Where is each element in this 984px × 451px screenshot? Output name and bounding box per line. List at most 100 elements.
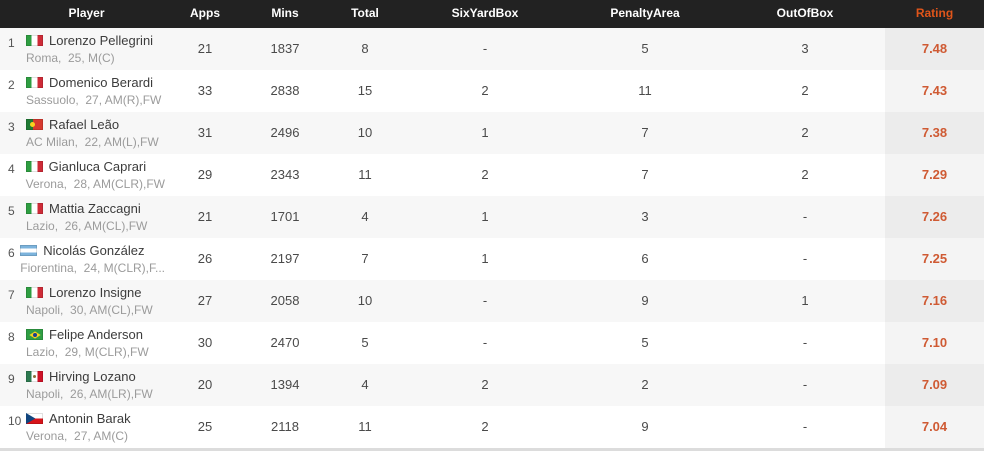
col-header-apps[interactable]: Apps: [190, 6, 220, 20]
outofbox-value: 2: [801, 83, 809, 98]
rating-value: 7.29: [885, 154, 984, 196]
penaltyarea-value: 7: [641, 167, 649, 182]
outofbox-value: 2: [801, 125, 809, 140]
mins-value: 2058: [270, 293, 300, 308]
table-row: 4 Gianluca Caprari Verona, 28, AM(CLR),F…: [0, 154, 984, 196]
penaltyarea-value: 11: [638, 83, 652, 98]
flag-icon: [26, 413, 43, 424]
total-value: 15: [357, 83, 373, 98]
table-row: 6 Nicolás González Fiorentina, 24, M(CLR…: [0, 238, 984, 280]
total-value: 8: [361, 41, 369, 56]
penaltyarea-value: 9: [641, 293, 649, 308]
rank-number: 10: [8, 414, 22, 428]
penaltyarea-value: 3: [641, 209, 649, 224]
col-header-penaltyarea[interactable]: PenaltyArea: [610, 6, 680, 20]
apps-value: 21: [197, 209, 213, 224]
penaltyarea-value: 7: [641, 125, 649, 140]
player-name-link[interactable]: Lorenzo Pellegrini: [49, 33, 154, 48]
rating-value: 7.16: [885, 280, 984, 322]
apps-value: 25: [197, 419, 213, 434]
table-row: 3 Rafael Leão AC Milan, 22, AM(L),FW 31 …: [0, 112, 984, 154]
total-value: 11: [358, 419, 372, 434]
col-header-player[interactable]: Player: [68, 6, 105, 20]
penaltyarea-value: 5: [641, 41, 649, 56]
col-header-total[interactable]: Total: [351, 6, 379, 20]
apps-value: 33: [197, 83, 213, 98]
player-cell: 9 Hirving Lozano Napoli, 26, AM(LR),FW: [0, 364, 165, 406]
sixyardbox-value: 1: [481, 209, 489, 224]
sixyardbox-value: -: [482, 41, 488, 56]
player-meta: Napoli, 30, AM(CL),FW: [26, 302, 153, 317]
mins-value: 1837: [270, 41, 300, 56]
player-meta: AC Milan, 22, AM(L),FW: [26, 134, 159, 149]
player-cell: 8 Felipe Anderson Lazio, 29, M(CLR),FW: [0, 322, 165, 364]
outofbox-value: 2: [801, 167, 809, 182]
rating-value: 7.25: [885, 238, 984, 280]
sixyardbox-value: 2: [481, 419, 489, 434]
col-header-sixyardbox[interactable]: SixYardBox: [451, 6, 519, 20]
table-row: 10 Antonin Barak Verona, 27, AM(C) 25 21…: [0, 406, 984, 448]
rating-value: 7.48: [885, 28, 984, 70]
outofbox-value: -: [802, 377, 808, 392]
total-value: 10: [357, 293, 373, 308]
mins-value: 2470: [270, 335, 300, 350]
flag-icon: [26, 371, 43, 382]
rating-value: 7.43: [885, 70, 984, 112]
player-cell: 2 Domenico Berardi Sassuolo, 27, AM(R),F…: [0, 70, 165, 112]
mins-value: 2118: [271, 419, 299, 434]
col-header-outofbox[interactable]: OutOfBox: [776, 6, 834, 20]
flag-icon: [26, 35, 43, 46]
apps-value: 27: [197, 293, 213, 308]
player-name-link[interactable]: Nicolás González: [43, 243, 145, 258]
table-row: 7 Lorenzo Insigne Napoli, 30, AM(CL),FW …: [0, 280, 984, 322]
flag-icon: [20, 245, 38, 256]
total-value: 10: [357, 125, 373, 140]
outofbox-value: 1: [801, 293, 809, 308]
player-name-link[interactable]: Hirving Lozano: [49, 369, 136, 384]
flag-icon: [26, 119, 43, 130]
mins-value: 2496: [270, 125, 300, 140]
player-name-link[interactable]: Rafael Leão: [49, 117, 120, 132]
sixyardbox-value: 1: [481, 125, 489, 140]
apps-value: 30: [197, 335, 213, 350]
player-name-link[interactable]: Mattia Zaccagni: [49, 201, 141, 216]
outofbox-value: -: [802, 335, 808, 350]
player-name-link[interactable]: Antonin Barak: [49, 411, 131, 426]
player-cell: 5 Mattia Zaccagni Lazio, 26, AM(CL),FW: [0, 196, 165, 238]
apps-value: 29: [197, 167, 213, 182]
penaltyarea-value: 6: [641, 251, 649, 266]
player-name-link[interactable]: Gianluca Caprari: [48, 159, 147, 174]
player-meta: Verona, 27, AM(C): [26, 428, 129, 443]
mins-value: 1394: [270, 377, 300, 392]
table-row: 8 Felipe Anderson Lazio, 29, M(CLR),FW 3…: [0, 322, 984, 364]
player-name-link[interactable]: Felipe Anderson: [49, 327, 143, 342]
player-meta: Lazio, 29, M(CLR),FW: [26, 344, 149, 359]
outofbox-value: 3: [801, 41, 809, 56]
player-meta: Lazio, 26, AM(CL),FW: [26, 218, 148, 233]
total-value: 4: [361, 377, 369, 392]
mins-value: 1701: [270, 209, 300, 224]
rank-number: 4: [8, 162, 15, 176]
sixyardbox-value: 2: [481, 83, 489, 98]
table-header-row: Player Apps Mins Total SixYardBox Penalt…: [0, 0, 984, 28]
rank-number: 5: [8, 204, 15, 218]
player-name-link[interactable]: Domenico Berardi: [49, 75, 154, 90]
col-header-mins[interactable]: Mins: [271, 6, 299, 20]
player-name-link[interactable]: Lorenzo Insigne: [49, 285, 142, 300]
player-meta: Fiorentina, 24, M(CLR),F...: [20, 260, 165, 275]
rank-number: 1: [8, 36, 15, 50]
rating-value: 7.09: [885, 364, 984, 406]
table-row: 2 Domenico Berardi Sassuolo, 27, AM(R),F…: [0, 70, 984, 112]
penaltyarea-value: 9: [641, 419, 649, 434]
rank-number: 8: [8, 330, 15, 344]
flag-icon: [26, 203, 43, 214]
table-row: 1 Lorenzo Pellegrini Roma, 25, M(C) 21 1…: [0, 28, 984, 70]
player-cell: 4 Gianluca Caprari Verona, 28, AM(CLR),F…: [0, 154, 165, 196]
outofbox-value: -: [802, 419, 808, 434]
sixyardbox-value: 2: [481, 167, 489, 182]
col-header-rating[interactable]: Rating: [915, 6, 954, 20]
sixyardbox-value: -: [482, 293, 488, 308]
table-row: 5 Mattia Zaccagni Lazio, 26, AM(CL),FW 2…: [0, 196, 984, 238]
player-meta: Roma, 25, M(C): [26, 50, 115, 65]
